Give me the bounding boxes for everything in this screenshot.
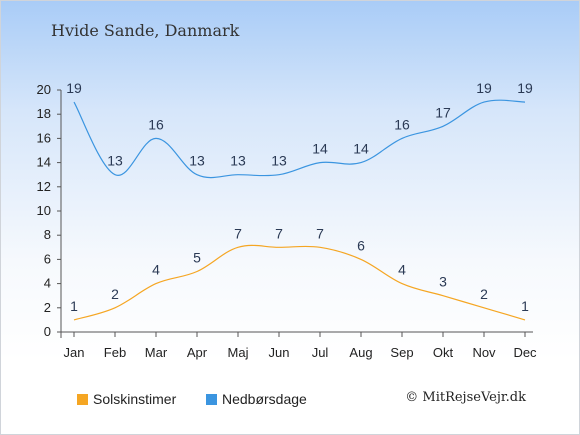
sunshine-data-label: 4 <box>398 262 406 278</box>
rain-days-data-label: 13 <box>271 153 287 169</box>
sunshine-data-label: 3 <box>439 274 447 290</box>
rain-days-data-label: 16 <box>394 116 410 132</box>
rain-days-data-label: 17 <box>435 104 451 120</box>
copyright-credit: © MitRejseVejr.dk <box>405 390 526 405</box>
y-tick-label: 20 <box>37 82 51 97</box>
y-tick-label: 12 <box>37 179 51 194</box>
y-tick-label: 10 <box>37 203 51 218</box>
x-tick-label: Sep <box>390 345 413 360</box>
sunshine-data-label: 7 <box>275 225 283 241</box>
rain-days-data-label: 13 <box>230 153 246 169</box>
rain-days-data-label: 14 <box>312 141 328 157</box>
legend-label-rain-days: Nedbørsdage <box>222 391 307 407</box>
rain-days-data-label: 14 <box>353 141 369 157</box>
chart-title: Hvide Sande, Danmark <box>51 21 240 40</box>
y-tick-label: 2 <box>44 300 51 315</box>
legend-label-sunshine: Solskinstimer <box>93 391 177 407</box>
legend-item-rain-days: Nedbørsdage <box>206 391 307 407</box>
y-tick-label: 16 <box>37 130 51 145</box>
rain-days-data-label: 19 <box>517 80 533 96</box>
y-tick-label: 0 <box>44 324 51 339</box>
legend-swatch-sunshine <box>77 393 88 405</box>
y-tick-label: 4 <box>44 276 51 291</box>
sunshine-data-label: 2 <box>111 286 119 302</box>
x-tick-label: Jun <box>269 345 290 360</box>
x-tick-label: Jan <box>64 345 85 360</box>
x-tick-label: Okt <box>433 345 454 360</box>
sunshine-data-label: 1 <box>521 298 529 314</box>
legend-item-sunshine: Solskinstimer <box>77 391 176 407</box>
x-tick-label: Jul <box>312 345 329 360</box>
rain-days-data-label: 13 <box>107 153 123 169</box>
sunshine-data-label: 7 <box>316 225 324 241</box>
y-tick-label: 6 <box>44 251 51 266</box>
x-tick-label: Aug <box>349 345 372 360</box>
sunshine-data-label: 7 <box>234 225 242 241</box>
y-tick-label: 8 <box>44 227 51 242</box>
rain-days-data-label: 13 <box>189 153 205 169</box>
sunshine-data-label: 4 <box>152 262 160 278</box>
y-tick-label: 18 <box>37 106 51 121</box>
legend-swatch-rain-days <box>206 393 217 405</box>
sunshine-data-label: 6 <box>357 237 365 253</box>
sunshine-data-label: 5 <box>193 250 201 266</box>
rain-days-line <box>73 99 526 179</box>
x-tick-label: Mar <box>145 345 168 360</box>
sunshine-data-label: 1 <box>70 298 78 314</box>
x-tick-label: Nov <box>472 345 496 360</box>
sunshine-data-label: 2 <box>480 286 488 302</box>
x-tick-label: Dec <box>513 345 537 360</box>
y-tick-label: 14 <box>37 155 51 170</box>
rain-days-data-label: 16 <box>148 116 164 132</box>
x-tick-label: Feb <box>104 345 126 360</box>
x-tick-label: Apr <box>187 345 208 360</box>
rain-days-data-label: 19 <box>66 80 82 96</box>
x-tick-label: Maj <box>228 345 249 360</box>
sunshine-line <box>73 244 526 321</box>
rain-days-data-label: 19 <box>476 80 492 96</box>
